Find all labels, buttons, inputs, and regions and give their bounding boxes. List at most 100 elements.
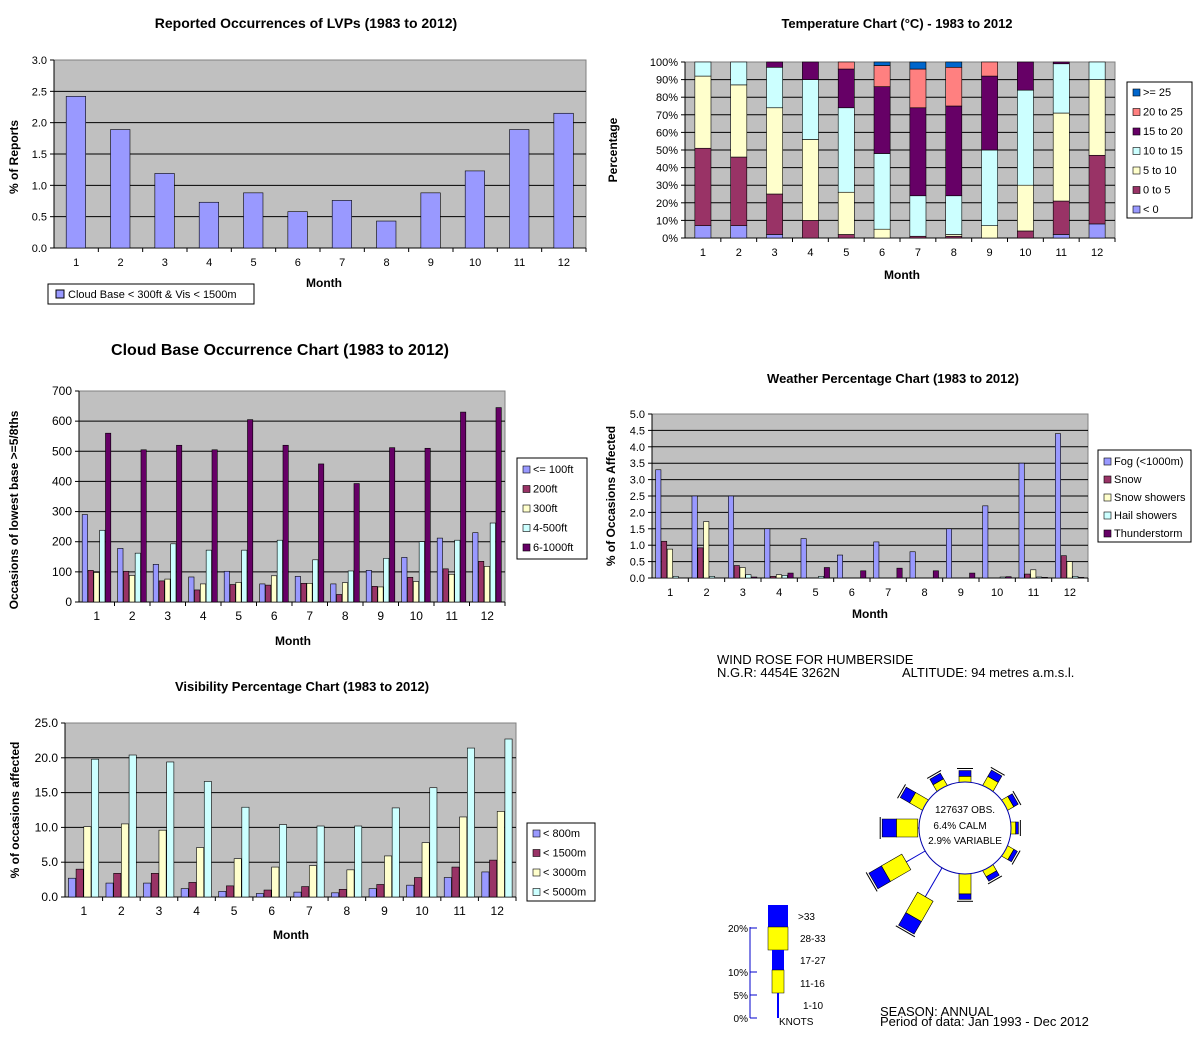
cloud-bar-200ft-m11 bbox=[442, 568, 449, 603]
vis-bar--5000m-m12 bbox=[504, 738, 513, 898]
wx-bar-snow-showers-m2 bbox=[703, 521, 710, 579]
vis-bar--1500m-m9 bbox=[376, 884, 385, 898]
wind-rose: WIND ROSE FOR HUMBERSIDE N.G.R: 4454E 32… bbox=[717, 652, 1089, 1029]
wind-rose-variable-pct: 2.9% VARIABLE bbox=[928, 836, 1002, 847]
wx-bar-fog-1000m--m4 bbox=[764, 528, 771, 579]
cloud-bar-6-1000ft-m5 bbox=[247, 419, 254, 603]
wx-x-tick-label: 8 bbox=[921, 587, 927, 599]
cloud-plot-area bbox=[78, 390, 506, 603]
temp-legend-label: >= 25 bbox=[1143, 87, 1171, 99]
temperature-x-axis-label: Month bbox=[884, 268, 920, 282]
visibility-x-axis-label: Month bbox=[273, 928, 309, 942]
cloud-bar-200ft-m5 bbox=[229, 584, 236, 603]
wind-rose-segment-yellow-270 bbox=[896, 818, 919, 838]
temp-bar-5-to-10-m9 bbox=[981, 225, 998, 239]
cloud-base-chart: Cloud Base Occurrence Chart (1983 to 201… bbox=[7, 342, 588, 648]
temp-y-tick-label: 80% bbox=[656, 92, 678, 104]
wind-rose-endcap-300 bbox=[897, 784, 906, 799]
cloud-bar-300ft-m12 bbox=[484, 566, 490, 603]
wind-rose-key-speed-gt33: >33 bbox=[798, 912, 815, 923]
wx-bar-snow-m3 bbox=[733, 565, 740, 579]
lvp-bar-cloud-base-300ft-vis-1500m-m10 bbox=[464, 170, 485, 249]
cloud-x-tick-label: 4 bbox=[200, 609, 207, 623]
wind-rose-key-speed-11-16: 11-16 bbox=[800, 979, 825, 990]
temp-bar-20-to-25-m5 bbox=[837, 61, 855, 70]
visibility-y-axis-label: % of occasions affected bbox=[8, 742, 22, 879]
wx-bar-hail-showers-m4 bbox=[781, 575, 788, 579]
lvp-chart: Reported Occurrences of LVPs (1983 to 20… bbox=[7, 15, 587, 305]
cloud-legend-label: <= 100ft bbox=[533, 464, 573, 476]
temp-bar-10-to-15-m10 bbox=[1017, 89, 1034, 186]
cloud-bar-200ft-m12 bbox=[478, 561, 485, 603]
wind-rose-spokes bbox=[865, 766, 1022, 938]
temp-x-tick-label: 6 bbox=[879, 247, 885, 259]
cloud-bar-4-500ft-m5 bbox=[241, 549, 248, 603]
wx-x-tick-label: 3 bbox=[740, 587, 746, 599]
temp-bar-10-to-15-m1 bbox=[694, 61, 712, 77]
cloud-y-tick-label: 600 bbox=[52, 414, 72, 428]
wind-rose-segment-blue-90 bbox=[1015, 821, 1019, 835]
wind-rose-title: WIND ROSE FOR HUMBERSIDE bbox=[717, 652, 914, 667]
weather-legend: Fog (<1000m) Snow Snow showers Hail showers… bbox=[1097, 449, 1192, 543]
temp-bar-0-to-5-m10 bbox=[1017, 230, 1034, 239]
wx-bar-thunderstorm-m11 bbox=[1041, 577, 1048, 579]
wx-y-tick-label: 4.0 bbox=[630, 442, 645, 454]
cloud-bar-300ft-m4 bbox=[200, 583, 206, 603]
temp-bar--25-m7 bbox=[909, 61, 927, 70]
cloud-bar-300ft-m2 bbox=[129, 575, 135, 603]
temp-legend-label: 0 to 5 bbox=[1143, 185, 1171, 197]
vis-y-tick-label: 25.0 bbox=[35, 716, 59, 730]
temp-bar-15-to-20-m9 bbox=[981, 75, 998, 151]
vis-bar--5000m-m5 bbox=[241, 806, 250, 898]
wind-rose-segment-blue-150 bbox=[985, 870, 1000, 882]
vis-bar--1500m-m8 bbox=[338, 889, 347, 898]
temp-legend-swatch bbox=[1132, 147, 1141, 155]
vis-bar--3000m-m5 bbox=[233, 858, 242, 898]
wx-x-tick-label: 1 bbox=[667, 587, 673, 599]
cloud-bar-4-500ft-m11 bbox=[454, 539, 461, 603]
cloud-bar-300ft-m5 bbox=[235, 582, 242, 603]
temp-bar-10-to-15-m12 bbox=[1088, 61, 1106, 80]
vis-bar--5000m-m2 bbox=[128, 754, 137, 898]
wind-rose-key-speed-17-27: 17-27 bbox=[800, 956, 826, 967]
wx-x-tick-label: 12 bbox=[1064, 587, 1076, 599]
cloud-bar-300ft-m9 bbox=[377, 586, 384, 603]
vis-y-tick-label: 15.0 bbox=[35, 786, 59, 800]
wx-y-tick-label: 5.0 bbox=[630, 409, 645, 421]
lvp-bar-cloud-base-300ft-vis-1500m-m9 bbox=[420, 192, 441, 249]
wx-y-tick-label: 1.5 bbox=[630, 524, 645, 536]
cloud-bar-200ft-m10 bbox=[407, 576, 414, 603]
visibility-legend: < 800m < 1500m < 3000m < 5000m bbox=[526, 822, 596, 902]
temp-legend-swatch bbox=[1132, 166, 1141, 175]
lvp-chart-title: Reported Occurrences of LVPs (1983 to 20… bbox=[155, 15, 457, 31]
wind-rose-segment-blue-210 bbox=[898, 912, 922, 935]
wx-bar-fog-1000m--m1 bbox=[655, 469, 662, 579]
wx-bar-snow-showers-m3 bbox=[739, 567, 746, 579]
vis-bar--3000m-m7 bbox=[308, 865, 317, 898]
vis-bar--3000m-m11 bbox=[459, 816, 468, 898]
lvp-y-tick-label: 2.5 bbox=[32, 86, 47, 98]
temp-bar--0-m1 bbox=[694, 225, 712, 239]
vis-bar--1500m-m4 bbox=[188, 882, 197, 898]
wind-rose-segment-blue-180 bbox=[958, 893, 972, 900]
wx-bar-fog-1000m--m6 bbox=[837, 554, 843, 579]
vis-bar--5000m-m8 bbox=[354, 825, 363, 898]
weather-x-axis-label: Month bbox=[852, 607, 888, 621]
wind-rose-segment-blue-330 bbox=[929, 772, 944, 786]
temp-x-tick-label: 11 bbox=[1056, 247, 1067, 259]
lvp-bar-cloud-base-300ft-vis-1500m-m1 bbox=[65, 96, 86, 249]
cloud-y-tick-label: 700 bbox=[52, 384, 72, 398]
cloud-legend-swatch bbox=[522, 465, 531, 474]
temp-bar-10-to-15-m9 bbox=[981, 149, 998, 226]
vis-bar--1500m-m2 bbox=[113, 873, 122, 898]
wx-x-tick-label: 11 bbox=[1028, 587, 1039, 599]
vis-legend-swatch bbox=[532, 849, 541, 857]
vis-y-tick-label: 0.0 bbox=[41, 890, 58, 904]
wind-rose-segment-yellow-180 bbox=[958, 872, 972, 895]
vis-bar--1500m-m5 bbox=[226, 885, 234, 898]
lvp-legend: Cloud Base < 300ft & Vis < 1500m bbox=[47, 283, 255, 305]
wx-bar-hail-showers-m2 bbox=[709, 576, 716, 579]
wind-rose-endcap-120 bbox=[1011, 850, 1021, 865]
temp-legend-label: 5 to 10 bbox=[1143, 165, 1177, 177]
vis-x-tick-label: 10 bbox=[415, 904, 429, 918]
